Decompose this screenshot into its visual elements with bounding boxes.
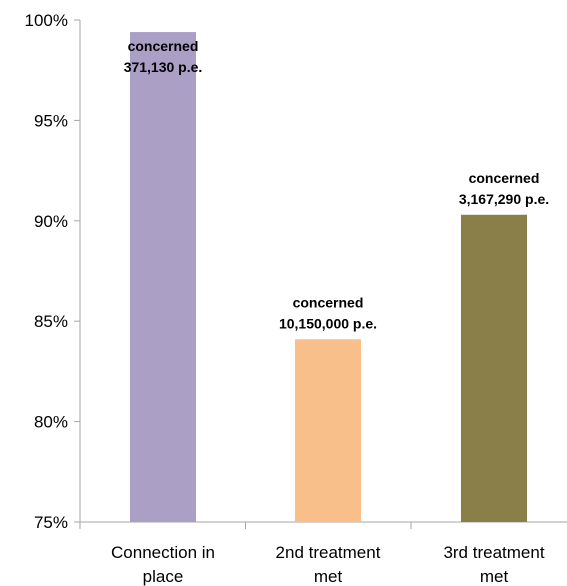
bar xyxy=(295,339,361,522)
y-tick-label: 80% xyxy=(34,413,68,432)
x-category-label: 2nd treatment xyxy=(276,543,381,562)
y-tick-label: 85% xyxy=(34,312,68,331)
x-category-label: met xyxy=(314,567,343,586)
chart-labels: concerned 371,130 p.e. Connection in place c… xyxy=(111,38,549,586)
bar xyxy=(130,32,196,522)
data-label: 3,167,290 p.e. xyxy=(459,191,549,207)
x-category-label: place xyxy=(143,567,184,586)
x-category-label: met xyxy=(480,567,509,586)
y-tick-label: 100% xyxy=(25,11,68,30)
data-label: concerned xyxy=(128,38,199,54)
bar xyxy=(461,214,527,522)
data-label: concerned xyxy=(293,294,364,310)
x-category-label: Connection in xyxy=(111,543,215,562)
y-tick-label: 75% xyxy=(34,513,68,532)
y-tick-label: 95% xyxy=(34,111,68,130)
chart-bars xyxy=(130,32,527,522)
data-label: 371,130 p.e. xyxy=(124,59,203,75)
y-tick-label: 90% xyxy=(34,212,68,231)
data-label: 10,150,000 p.e. xyxy=(279,315,377,331)
data-label: concerned xyxy=(469,170,540,186)
x-category-label: 3rd treatment xyxy=(443,543,544,562)
